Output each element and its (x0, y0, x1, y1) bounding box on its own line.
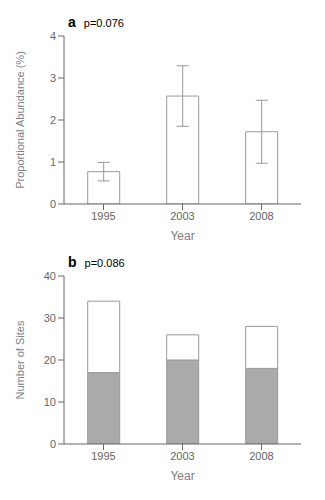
html-text:a: a (68, 14, 76, 30)
svg-text:2003: 2003 (170, 450, 194, 462)
svg-text:30: 30 (44, 312, 56, 324)
svg-text:1995: 1995 (91, 210, 115, 222)
svg-text:2003: 2003 (170, 210, 194, 222)
svg-text:20: 20 (44, 354, 56, 366)
svg-text:3: 3 (50, 72, 56, 84)
html-text:b: b (68, 254, 77, 270)
svg-text:Proportional Abundance (%): Proportional Abundance (%) (14, 51, 26, 189)
svg-text:Number of Sites: Number of Sites (14, 320, 26, 399)
svg-text:2008: 2008 (249, 210, 273, 222)
svg-text:40: 40 (44, 270, 56, 282)
svg-text:10: 10 (44, 396, 56, 408)
svg-text:4: 4 (50, 30, 56, 42)
svg-text:2008: 2008 (249, 450, 273, 462)
svg-text:1995: 1995 (91, 450, 115, 462)
html-text:p=0.086: p=0.086 (84, 257, 125, 269)
svg-text:1: 1 (50, 156, 56, 168)
svg-text:Year: Year (170, 469, 194, 483)
svg-text:0: 0 (50, 438, 56, 450)
html-text:p=0.076: p=0.076 (83, 17, 124, 29)
svg-text:Year: Year (170, 229, 194, 243)
svg-text:2: 2 (50, 114, 56, 126)
svg-text:0: 0 (50, 198, 56, 210)
